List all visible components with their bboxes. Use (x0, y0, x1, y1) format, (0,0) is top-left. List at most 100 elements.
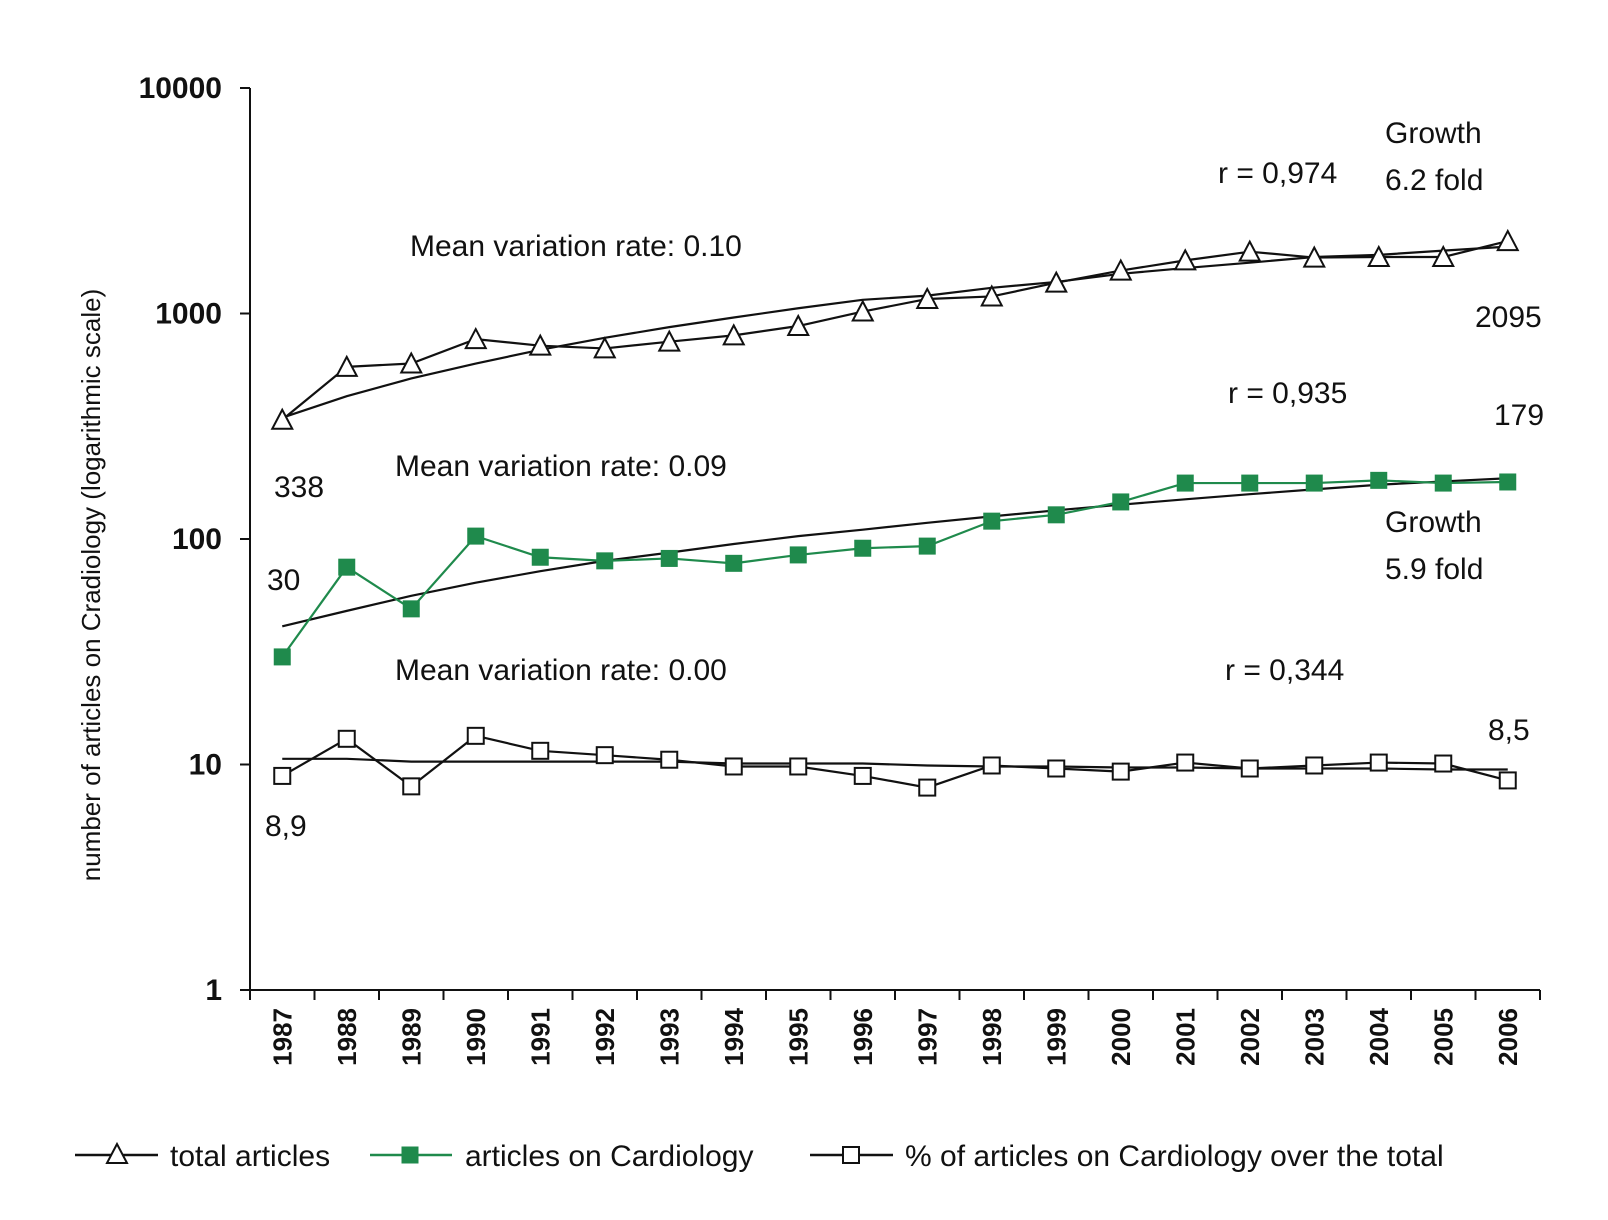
x-ticks: 1987 1988 1989 1990 1991 1992 1993 1994 1995 1996… (249, 990, 1541, 1066)
growth-total-line1: Growth (1385, 117, 1482, 150)
data-point (1173, 248, 1197, 271)
series-2 (273, 726, 1517, 797)
y-tick-label: 1000 (155, 298, 222, 331)
r-total-label: r = 0,974 (1218, 157, 1337, 190)
data-point (464, 326, 488, 350)
data-point (789, 757, 808, 776)
data-point (596, 552, 614, 570)
start-cardio-label: 30 (267, 564, 300, 597)
start-total-label: 338 (274, 471, 324, 504)
data-point (337, 729, 356, 748)
data-point (270, 407, 294, 430)
x-tick-label: 1998 (977, 1008, 1007, 1066)
data-point (1109, 258, 1133, 281)
x-tick-label: 2000 (1106, 1008, 1136, 1066)
x-tick-label: 2003 (1299, 1008, 1329, 1066)
x-tick-label: 2002 (1235, 1008, 1265, 1066)
data-point (660, 549, 678, 567)
x-tick-label: 1997 (912, 1008, 942, 1066)
legend-filled-square-icon (401, 1146, 419, 1164)
trend-line (282, 757, 1508, 771)
y-tick-label: 1 (205, 974, 222, 1007)
series-layer (270, 228, 1520, 797)
series-0 (270, 228, 1520, 430)
data-point (1302, 245, 1326, 268)
data-point (1431, 244, 1455, 268)
end-total-label: 2095 (1475, 301, 1542, 334)
data-point (338, 558, 356, 576)
data-point (595, 746, 614, 765)
mvr-cardio-label: Mean variation rate: 0.09 (395, 450, 727, 483)
y-axis-label: number of articles on Cradiology (logari… (76, 289, 106, 881)
y-ticks: 1 10 100 1000 10000 (139, 72, 250, 1007)
legend-item-total: total articles (75, 1140, 330, 1173)
data-point (273, 648, 291, 666)
data-point (982, 756, 1001, 775)
data-point (725, 554, 743, 572)
data-point (660, 750, 679, 769)
data-point (1305, 756, 1324, 775)
legend: total articles articles on Cardiology % … (75, 1140, 1444, 1173)
data-point (1370, 471, 1388, 489)
data-point (918, 778, 937, 797)
legend-label-cardio: articles on Cardiology (465, 1140, 753, 1173)
series-line (281, 479, 1508, 658)
data-point (531, 548, 549, 566)
x-tick-label: 1999 (1041, 1008, 1071, 1066)
data-point (1047, 759, 1066, 778)
legend-item-cardio: articles on Cardiology (370, 1140, 753, 1173)
data-point (402, 777, 421, 796)
end-pct-label: 8,5 (1488, 714, 1530, 747)
data-point (1176, 753, 1195, 772)
start-pct-label: 8,9 (265, 810, 307, 843)
legend-open-square-icon (842, 1146, 860, 1164)
data-point (1496, 228, 1520, 252)
data-point (402, 600, 420, 618)
growth-cardio-line2: 5.9 fold (1385, 553, 1483, 586)
data-point (273, 766, 292, 785)
x-tick-label: 1992 (590, 1008, 620, 1066)
growth-cardio-line1: Growth (1385, 506, 1482, 539)
data-point (1176, 474, 1194, 492)
data-point (1367, 244, 1391, 268)
legend-label-pct: % of articles on Cardiology over the tot… (905, 1140, 1444, 1173)
data-point (1498, 771, 1517, 790)
data-point (1044, 270, 1068, 293)
data-point (1434, 754, 1453, 773)
end-cardio-label: 179 (1494, 399, 1544, 432)
x-tick-label: 1987 (267, 1008, 297, 1066)
data-point (980, 284, 1004, 307)
x-tick-label: 2001 (1170, 1008, 1200, 1066)
legend-item-pct: % of articles on Cardiology over the tot… (810, 1140, 1444, 1173)
data-point (466, 726, 485, 745)
data-point (851, 299, 875, 322)
data-point (1111, 762, 1130, 781)
y-tick-label: 100 (172, 523, 222, 556)
data-point (1499, 473, 1517, 491)
series-line (281, 240, 1509, 421)
data-point (789, 546, 807, 564)
data-point (1305, 474, 1323, 492)
data-point (1047, 506, 1065, 524)
data-point (335, 354, 359, 377)
data-point (1369, 753, 1388, 772)
growth-total-line2: 6.2 fold (1385, 164, 1483, 197)
data-point (528, 333, 552, 356)
data-point (1240, 759, 1259, 778)
data-point (1241, 474, 1259, 492)
data-point (399, 351, 423, 374)
data-point (1112, 493, 1130, 511)
data-point (593, 336, 617, 359)
x-tick-label: 1989 (396, 1008, 426, 1066)
data-point (786, 313, 810, 337)
data-point (467, 527, 485, 545)
y-tick-label: 10000 (139, 72, 222, 105)
series-1 (273, 471, 1517, 666)
x-tick-label: 1990 (461, 1008, 491, 1066)
x-tick-label: 2004 (1364, 1007, 1394, 1065)
x-tick-label: 1988 (332, 1008, 362, 1066)
data-point (531, 741, 550, 760)
mvr-pct-label: Mean variation rate: 0.00 (395, 654, 727, 687)
r-cardio-label: r = 0,935 (1228, 377, 1347, 410)
